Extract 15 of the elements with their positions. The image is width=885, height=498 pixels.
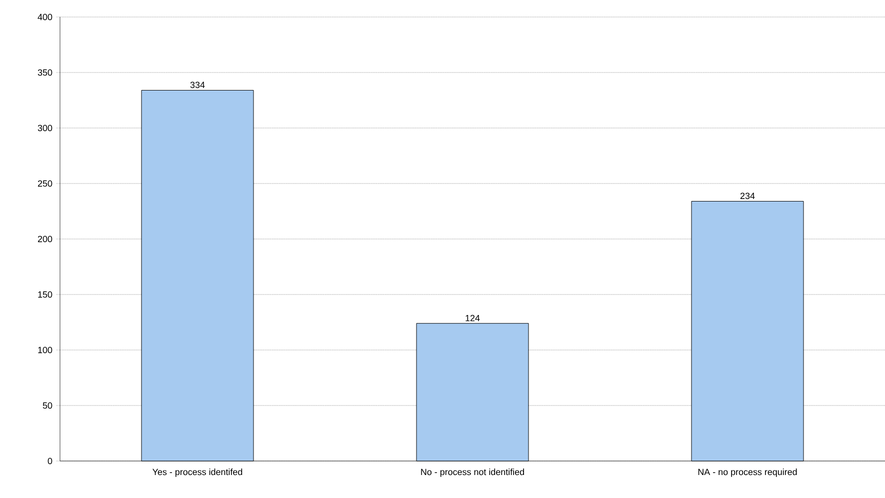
x-tick-label: NA - no process required	[698, 468, 797, 477]
y-tick-label: 200	[38, 236, 52, 242]
y-tick-label: 0	[48, 458, 52, 464]
y-tick-label: 300	[38, 124, 52, 132]
y-tick-label: 400	[38, 14, 52, 20]
x-tick-label: Yes - process identifed	[152, 468, 242, 477]
y-tick-label: 50	[42, 402, 52, 409]
data-label: 124	[466, 314, 480, 322]
data-label: 234	[740, 192, 755, 200]
x-tick-label: No - process not identified	[421, 468, 524, 477]
y-tick-label: 250	[38, 180, 52, 187]
y-tick-label: 350	[38, 69, 52, 76]
y-tick-label: 150	[38, 291, 52, 298]
y-tick-label: 100	[38, 346, 52, 354]
data-label: 334	[190, 82, 205, 88]
